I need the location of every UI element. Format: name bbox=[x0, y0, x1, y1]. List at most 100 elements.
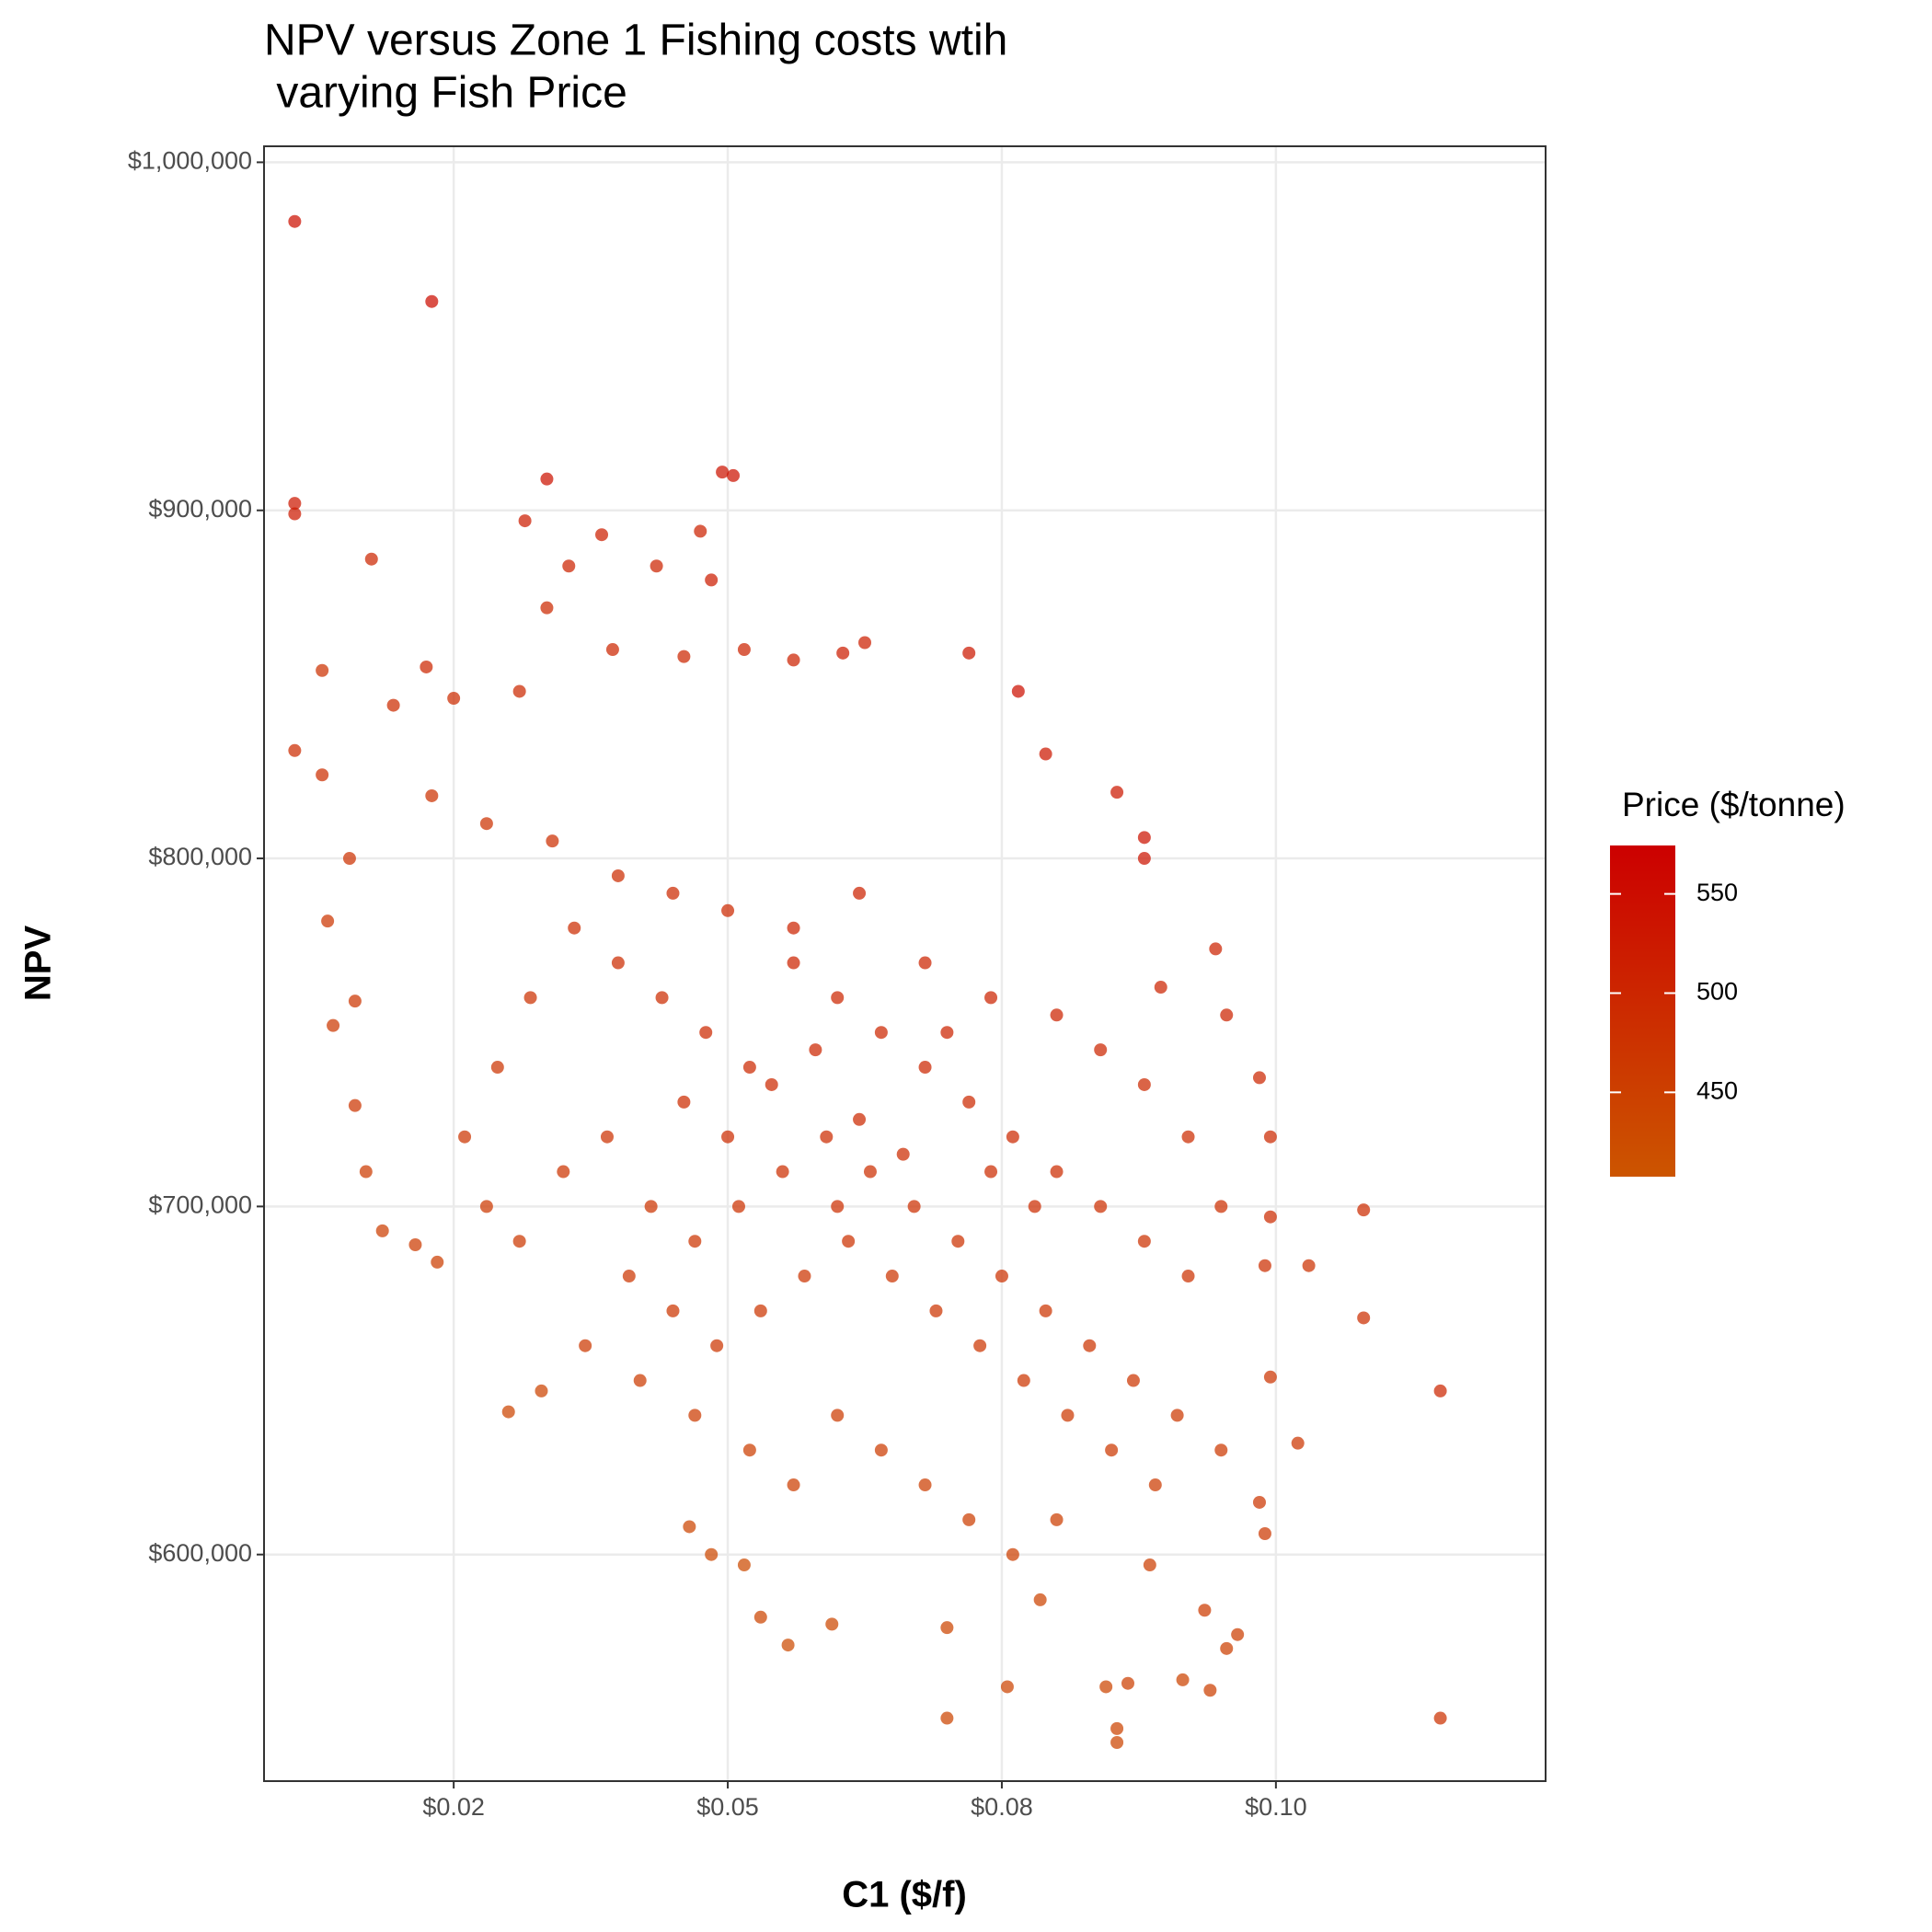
point bbox=[1094, 1043, 1108, 1057]
point bbox=[650, 559, 663, 573]
point bbox=[611, 868, 625, 882]
point bbox=[874, 1443, 888, 1457]
point bbox=[721, 1130, 735, 1144]
point bbox=[853, 1112, 867, 1126]
point bbox=[951, 1235, 965, 1248]
point bbox=[853, 886, 867, 900]
point bbox=[1039, 747, 1052, 761]
point bbox=[1121, 1676, 1134, 1690]
point bbox=[375, 1224, 389, 1237]
point bbox=[1000, 1680, 1014, 1694]
point bbox=[984, 991, 998, 1005]
point bbox=[776, 1165, 789, 1179]
point bbox=[940, 1621, 954, 1635]
point bbox=[1110, 1736, 1124, 1750]
point bbox=[425, 294, 439, 308]
point bbox=[831, 1200, 845, 1213]
point bbox=[557, 1165, 570, 1179]
point bbox=[842, 1235, 856, 1248]
point bbox=[512, 684, 526, 698]
point bbox=[342, 852, 356, 866]
point bbox=[699, 1026, 713, 1040]
point bbox=[1357, 1311, 1371, 1325]
point bbox=[825, 1617, 839, 1631]
point bbox=[1148, 1478, 1162, 1492]
point bbox=[1083, 1339, 1097, 1352]
point bbox=[677, 650, 691, 663]
x-tick-label: $0.05 bbox=[696, 1793, 759, 1821]
point bbox=[1094, 1200, 1108, 1213]
point bbox=[753, 1610, 767, 1624]
point bbox=[918, 1061, 932, 1075]
point bbox=[1198, 1604, 1212, 1617]
point bbox=[1263, 1130, 1277, 1144]
point bbox=[327, 1018, 340, 1032]
point bbox=[995, 1270, 1008, 1283]
point bbox=[962, 1095, 976, 1109]
point bbox=[918, 1478, 932, 1492]
y-tick-label: $1,000,000 bbox=[128, 147, 252, 175]
point bbox=[858, 636, 872, 650]
point bbox=[798, 1270, 811, 1283]
point bbox=[420, 660, 433, 673]
point bbox=[1099, 1680, 1113, 1694]
point bbox=[683, 1520, 696, 1534]
point bbox=[1126, 1374, 1140, 1387]
point bbox=[907, 1200, 921, 1213]
point bbox=[316, 768, 329, 782]
point bbox=[1181, 1130, 1195, 1144]
point bbox=[820, 1130, 834, 1144]
y-tick-label: $900,000 bbox=[148, 495, 252, 523]
panel-border bbox=[263, 145, 1547, 1782]
point bbox=[737, 1558, 751, 1572]
point bbox=[1357, 1203, 1371, 1217]
point bbox=[1137, 1235, 1151, 1248]
point bbox=[1143, 1558, 1156, 1572]
point bbox=[1220, 1641, 1234, 1655]
point bbox=[940, 1711, 954, 1725]
point bbox=[809, 1043, 822, 1057]
point bbox=[490, 1061, 504, 1075]
point bbox=[540, 472, 554, 486]
point bbox=[896, 1147, 910, 1161]
point bbox=[288, 743, 302, 757]
point bbox=[688, 1235, 702, 1248]
point bbox=[1110, 786, 1124, 799]
point bbox=[1203, 1684, 1217, 1697]
point bbox=[787, 956, 800, 970]
point bbox=[962, 646, 976, 660]
point bbox=[677, 1095, 691, 1109]
point bbox=[918, 956, 932, 970]
point bbox=[479, 1200, 493, 1213]
point bbox=[962, 1512, 976, 1526]
point bbox=[431, 1255, 444, 1269]
point bbox=[831, 991, 845, 1005]
point bbox=[694, 524, 707, 538]
point bbox=[1170, 1409, 1184, 1422]
point bbox=[364, 552, 378, 566]
point bbox=[973, 1339, 987, 1352]
y-axis-title: NPV bbox=[18, 926, 59, 1002]
point bbox=[1105, 1443, 1119, 1457]
point bbox=[535, 1384, 548, 1397]
point bbox=[716, 466, 730, 479]
point bbox=[787, 921, 800, 935]
point bbox=[523, 991, 537, 1005]
point bbox=[836, 646, 850, 660]
point bbox=[1214, 1200, 1228, 1213]
point bbox=[479, 817, 493, 831]
point bbox=[1252, 1495, 1266, 1509]
point bbox=[737, 643, 751, 657]
point bbox=[288, 214, 302, 228]
point bbox=[359, 1165, 373, 1179]
point bbox=[1258, 1527, 1271, 1541]
point bbox=[644, 1200, 658, 1213]
point bbox=[1263, 1210, 1277, 1224]
point bbox=[874, 1026, 888, 1040]
point bbox=[1433, 1711, 1447, 1725]
point bbox=[348, 995, 362, 1008]
point bbox=[1006, 1130, 1019, 1144]
point bbox=[1181, 1270, 1195, 1283]
